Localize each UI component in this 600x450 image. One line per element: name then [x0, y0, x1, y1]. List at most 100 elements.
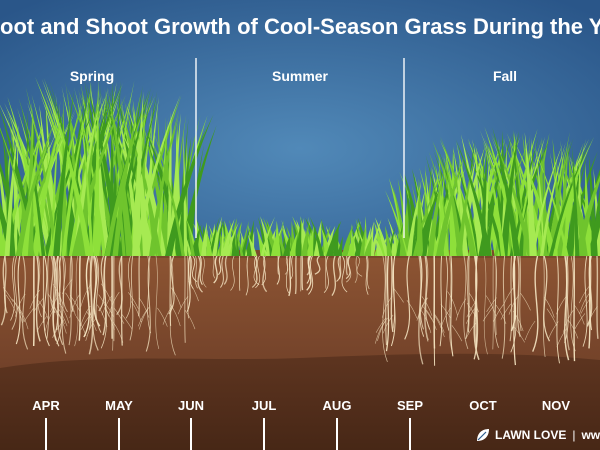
grass-blade — [574, 174, 600, 256]
root-branch — [574, 313, 586, 329]
root-strand — [129, 255, 134, 341]
root-branch — [434, 315, 445, 338]
root-strand — [11, 255, 18, 330]
grass-blade — [71, 94, 126, 257]
grass-blade — [296, 217, 302, 256]
grass-blade — [385, 225, 393, 256]
grass-blade — [506, 132, 547, 256]
grass-blade — [246, 219, 255, 256]
season-label-spring: Spring — [69, 68, 115, 84]
root-strand — [509, 255, 513, 342]
root-strand — [138, 255, 141, 317]
root-strand — [494, 255, 499, 348]
root-branch — [69, 295, 81, 312]
root-branch — [137, 307, 149, 327]
grass-blade — [241, 226, 251, 256]
root-branch — [548, 321, 559, 340]
root-strand — [52, 255, 57, 341]
root-strand — [276, 255, 280, 285]
month-tick-sep — [409, 418, 411, 450]
root-branch — [101, 295, 113, 316]
leaf-icon — [477, 429, 489, 441]
root-strand — [385, 255, 390, 352]
root-branch — [171, 287, 182, 309]
month-label-aug: AUG — [322, 398, 352, 413]
grass-blade — [104, 93, 150, 257]
root-strand — [284, 255, 289, 275]
grass-blade — [549, 137, 593, 256]
grass-blade — [443, 153, 464, 256]
grass-blade — [2, 133, 16, 256]
root-branch — [80, 313, 92, 331]
root-branch — [512, 311, 524, 332]
root-strand — [112, 255, 114, 351]
root-strand — [492, 255, 494, 350]
root-strand — [95, 255, 102, 333]
root-branch — [381, 295, 393, 318]
grass-blade — [112, 87, 152, 256]
root-strand — [450, 255, 454, 357]
grass-blade — [179, 125, 217, 256]
grass-blade — [124, 114, 162, 257]
grass-blade — [225, 222, 239, 256]
grass-blade — [61, 82, 93, 257]
grass-blade — [543, 138, 574, 256]
root-branch — [393, 288, 404, 303]
grass-blade — [15, 118, 56, 256]
root-strand — [543, 255, 551, 342]
root-strand — [463, 255, 469, 350]
root-branch — [546, 308, 558, 327]
root-strand — [98, 255, 105, 312]
root-branch — [579, 285, 590, 304]
grass-blade — [500, 131, 519, 256]
root-strand — [61, 255, 67, 354]
grass-blade — [524, 132, 537, 256]
root-strand — [467, 255, 470, 333]
grass-blade — [108, 91, 134, 256]
grass-blade — [236, 233, 244, 256]
grass-blade — [18, 97, 56, 256]
root-strand — [74, 255, 79, 347]
root-branch — [587, 306, 598, 325]
root-branch — [5, 294, 17, 314]
root-branch — [100, 283, 112, 302]
month-tick-jun — [190, 418, 192, 450]
brand-name: LAWN LOVE — [495, 428, 567, 442]
grass-blade — [43, 78, 92, 256]
grass-blade — [492, 136, 533, 256]
deep-soil-layer — [0, 353, 600, 450]
root-branch — [162, 304, 174, 325]
grass-blade — [186, 219, 195, 256]
month-label-oct: OCT — [469, 398, 497, 413]
root-strand — [424, 255, 429, 342]
grass-blade — [397, 224, 407, 256]
grass-blade — [231, 233, 236, 256]
grass-blade — [270, 228, 279, 256]
month-label-apr: APR — [32, 398, 60, 413]
root-strand — [323, 255, 329, 293]
root-branch — [50, 292, 61, 313]
grass-blade — [566, 151, 598, 256]
root-strand — [187, 255, 189, 319]
root-strand — [62, 255, 68, 313]
root-strand — [92, 255, 99, 351]
grass-blade — [427, 165, 446, 256]
root-strand — [57, 255, 64, 346]
grass-blade — [221, 218, 235, 256]
root-strand — [314, 255, 321, 275]
root-strand — [341, 255, 348, 293]
root-branch — [188, 281, 199, 302]
grass-blade — [572, 146, 580, 256]
root-branch — [486, 297, 497, 312]
grass-blade — [531, 143, 569, 256]
grass-blade — [455, 139, 492, 256]
root-branch — [434, 313, 445, 333]
grass-blade — [483, 142, 506, 256]
root-strand — [519, 255, 522, 332]
root-strand — [365, 255, 369, 295]
grass-blade — [201, 222, 207, 256]
root-branch — [524, 320, 536, 341]
grass-blade — [463, 145, 505, 256]
root-branch — [495, 304, 507, 325]
grass-blade — [289, 232, 298, 256]
